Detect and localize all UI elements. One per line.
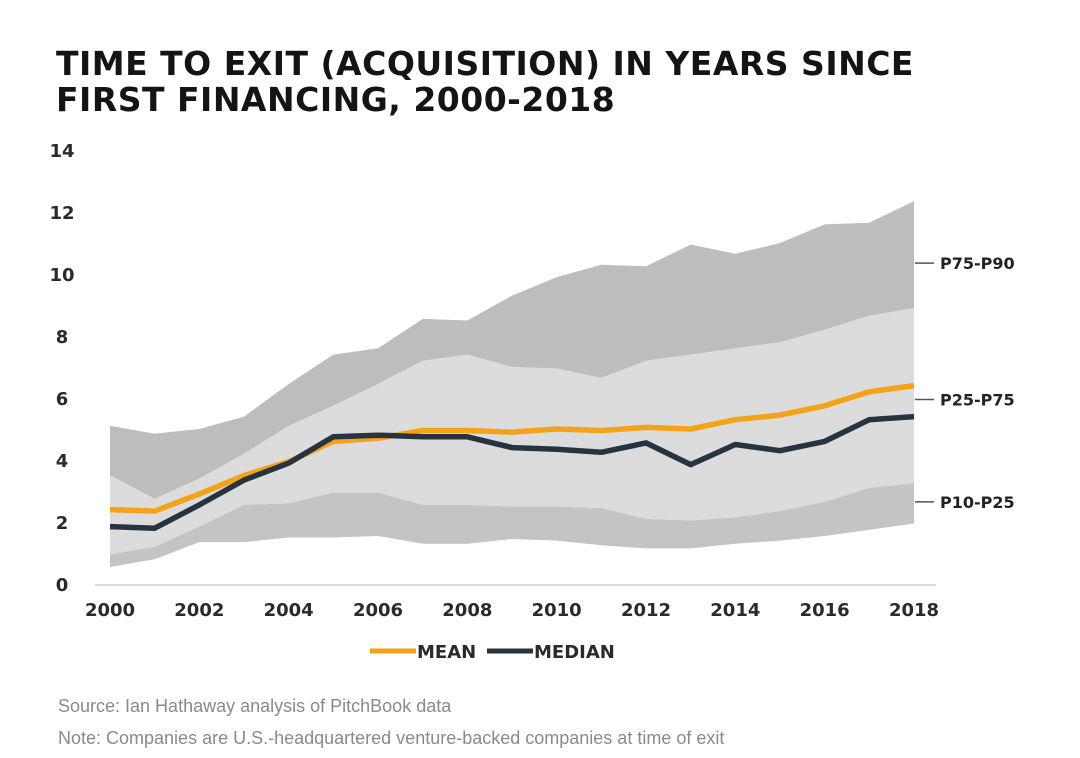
y-tick-label: 0 <box>56 575 69 596</box>
legend-label-mean: MEAN <box>417 642 476 663</box>
band-label-p10-p25: P10-P25 <box>940 493 1015 512</box>
y-tick-label: 10 <box>49 265 74 286</box>
y-tick-label: 4 <box>56 451 69 472</box>
x-tick-label: 2000 <box>85 600 135 621</box>
y-tick-label: 8 <box>56 327 69 348</box>
source-note: Source: Ian Hathaway analysis of PitchBo… <box>58 696 452 716</box>
x-tick-label: 2016 <box>800 600 850 621</box>
x-tick-label: 2004 <box>264 600 314 621</box>
series-line-median <box>109 413 915 531</box>
y-tick-label: 14 <box>49 141 74 162</box>
legend-label-median: MEDIAN <box>534 642 615 663</box>
x-tick-label: 2010 <box>532 600 582 621</box>
x-tick-label: 2008 <box>442 600 492 621</box>
x-tick-label: 2006 <box>353 600 403 621</box>
x-tick-label: 2018 <box>889 600 939 621</box>
companies-note: Note: Companies are U.S.-headquartered v… <box>58 728 725 748</box>
y-tick-label: 12 <box>49 203 74 224</box>
y-tick-label: 6 <box>56 389 69 410</box>
band-label-p25-p75: P25-P75 <box>940 391 1015 410</box>
x-tick-label: 2014 <box>710 600 760 621</box>
x-tick-label: 2012 <box>621 600 671 621</box>
chart-title-line-2: FIRST FINANCING, 2000-2018 <box>56 80 616 119</box>
chart-title-line-1: TIME TO EXIT (ACQUISITION) IN YEARS SINC… <box>56 44 914 83</box>
series-line-mean <box>109 382 915 514</box>
band-p10-p25 <box>110 483 914 567</box>
chart-title: TIME TO EXIT (ACQUISITION) IN YEARS SINC… <box>56 46 1016 118</box>
chart-notes: Source: Ian Hathaway analysis of PitchBo… <box>58 690 1038 754</box>
x-tick-label: 2002 <box>174 600 224 621</box>
band-p75-p90 <box>110 201 914 499</box>
y-tick-label: 2 <box>56 513 69 534</box>
band-label-p75-p90: P75-P90 <box>940 254 1015 273</box>
